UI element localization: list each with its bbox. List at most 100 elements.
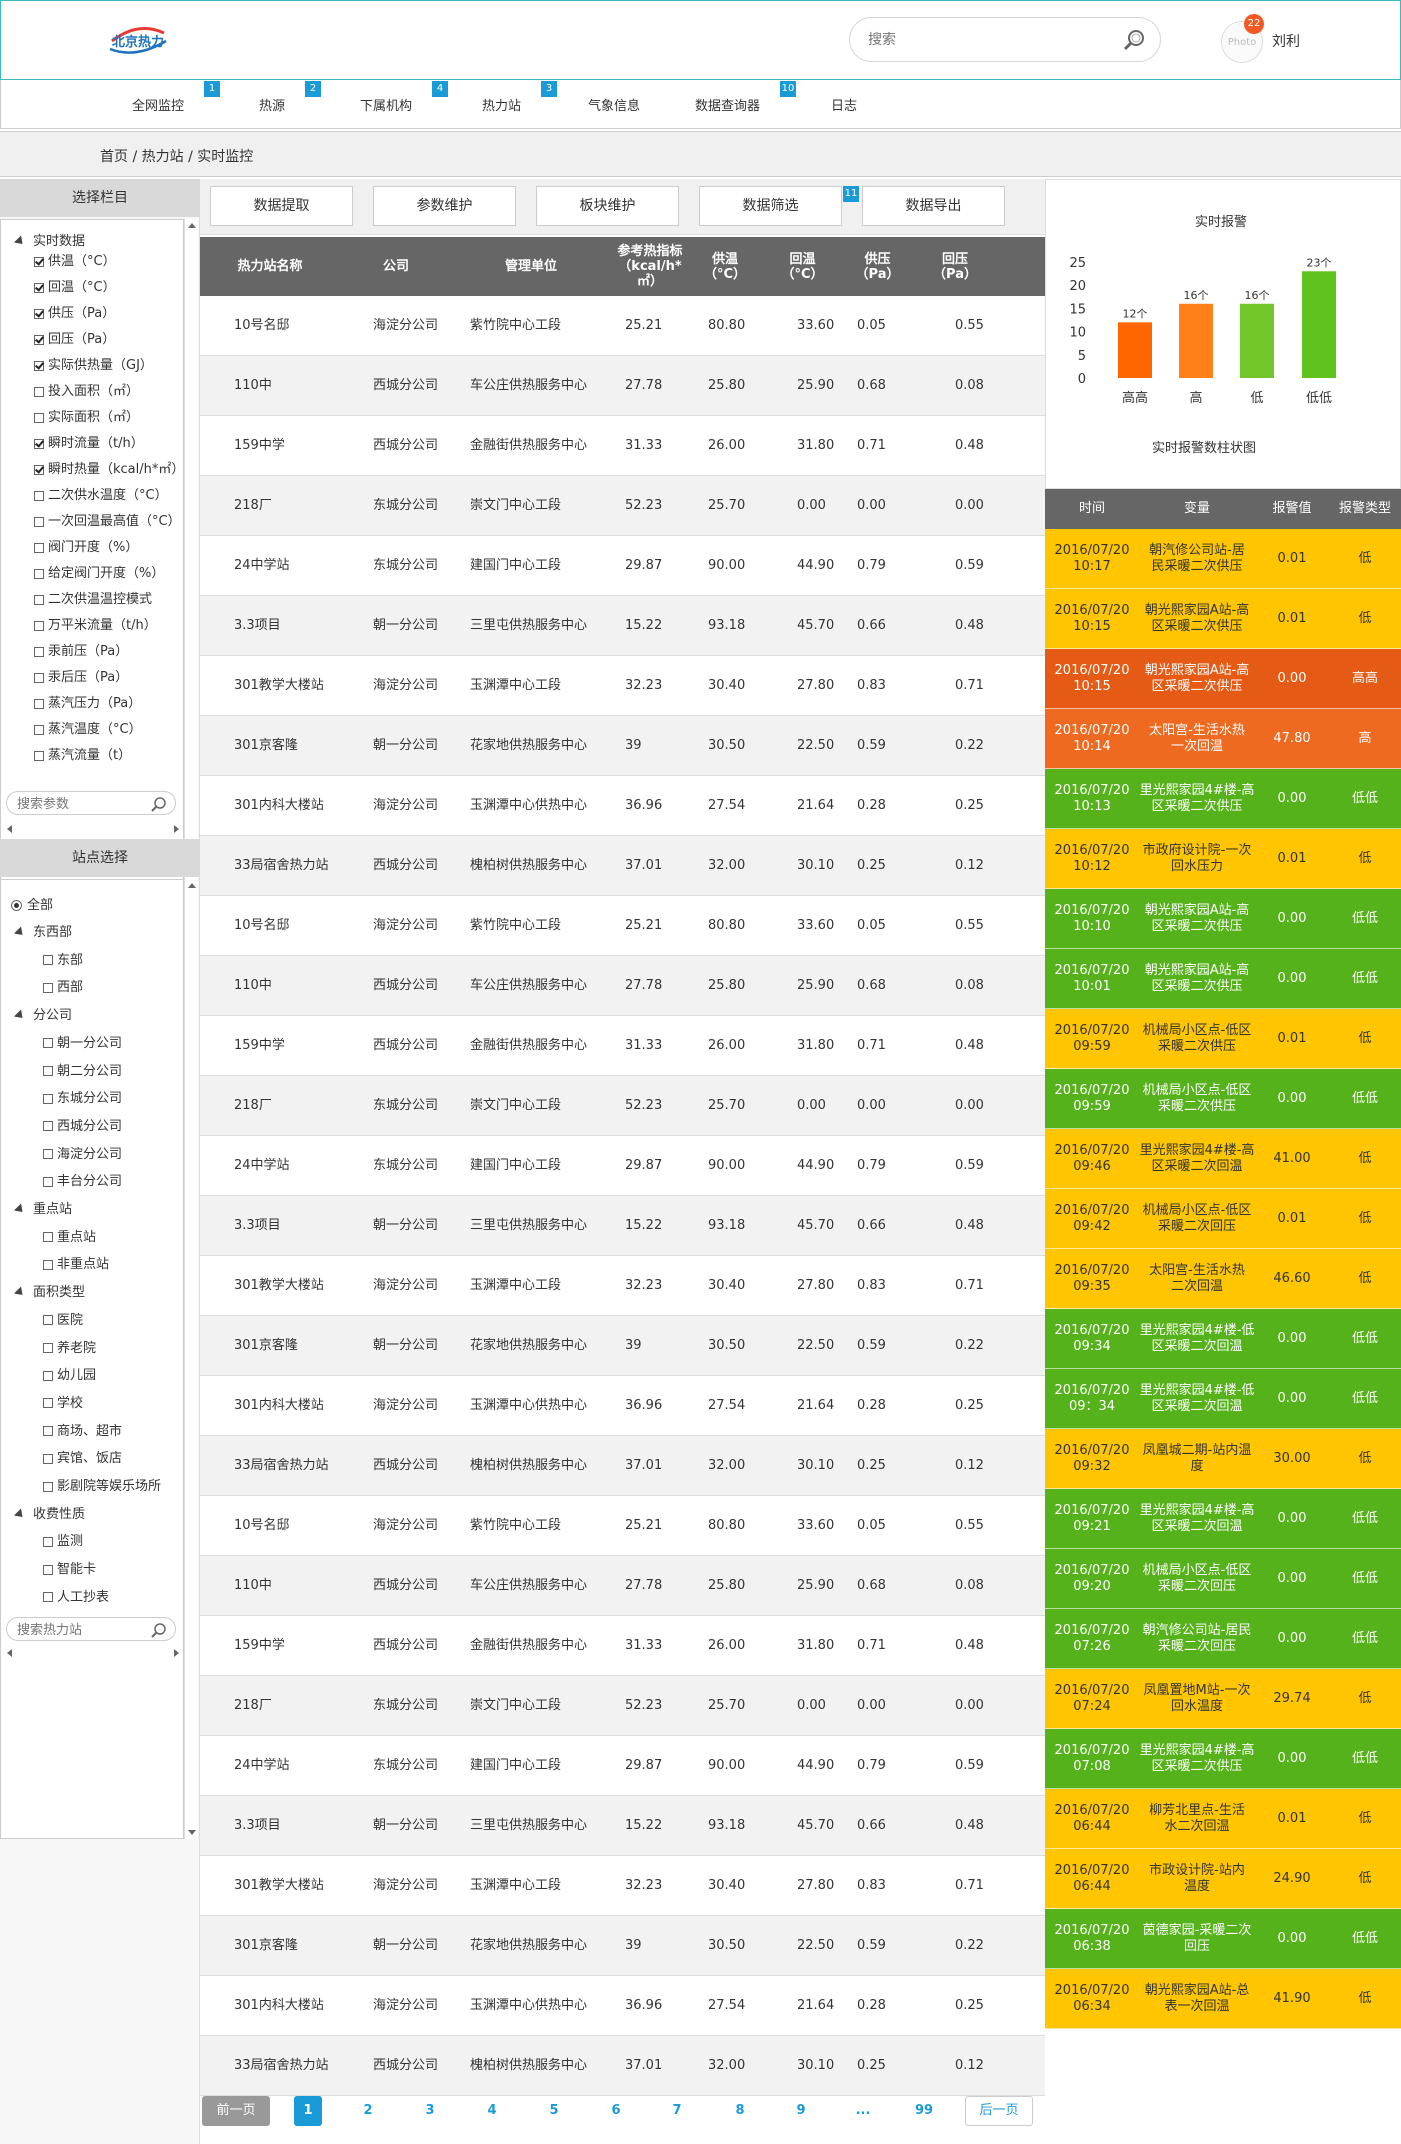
toolbar-button-0[interactable]: 数据提取 — [210, 186, 353, 226]
station-search[interactable] — [6, 1617, 176, 1641]
checkbox-icon[interactable] — [43, 982, 53, 993]
page-link[interactable]: 8 — [735, 2103, 745, 2118]
nav-item-5[interactable]: 数据查询器 — [695, 99, 761, 114]
checkbox-icon[interactable] — [43, 1093, 53, 1104]
table-row[interactable]: 218厂 东城分公司 崇文门中心工段 52.23 25.70 0.00 0.00 0.00 — [200, 1676, 1045, 1736]
column-search-input[interactable] — [17, 795, 147, 813]
table-row[interactable]: 10号名邸 海淀分公司 紫竹院中心工段 25.21 80.80 33.60 0.05 0.55 — [200, 296, 1045, 356]
alarm-row[interactable]: 2016/07/20 10:10 朝光熙家园A站-高 区采暖二次供压 0.00 低低 — [1045, 889, 1401, 949]
column-item[interactable]: 万平米流量（t/h） — [34, 616, 157, 636]
station-item[interactable]: 东部 — [43, 951, 83, 971]
bar[interactable] — [1118, 322, 1152, 378]
checkbox-icon[interactable] — [43, 1370, 53, 1381]
nav-item-1[interactable]: 热源 — [259, 99, 286, 114]
table-row[interactable]: 159中学 西城分公司 金融街供热服务中心 31.33 26.00 31.80 0.71 0.… — [200, 1616, 1045, 1676]
page-link[interactable]: 99 — [914, 2103, 934, 2118]
alarm-row[interactable]: 2016/07/20 09:20 机械局小区点-低区 采暖二次回压 0.00 低低 — [1045, 1549, 1401, 1609]
caret-down-icon[interactable] — [13, 1203, 27, 1216]
table-row[interactable]: 218厂 东城分公司 崇文门中心工段 52.23 25.70 0.00 0.00 0.00 — [200, 1076, 1045, 1136]
checkbox-icon[interactable] — [34, 698, 44, 709]
checkbox-icon[interactable] — [34, 594, 44, 605]
station-search-input[interactable] — [17, 1621, 147, 1639]
checkbox-icon[interactable] — [43, 1149, 53, 1160]
alarm-row[interactable]: 2016/07/20 10:13 里光熙家园4#楼-高 区采暖二次供压 0.00 低低 — [1045, 769, 1401, 829]
table-row[interactable]: 24中学站 东城分公司 建国门中心工段 29.87 90.00 44.90 0.79 0.59 — [200, 536, 1045, 596]
table-header-cell[interactable]: 公司 — [382, 259, 409, 274]
search-icon[interactable] — [151, 1622, 167, 1638]
checkbox-icon[interactable] — [34, 750, 44, 761]
alarm-row[interactable]: 2016/07/20 09:34 里光熙家园4#楼-低 区采暖二次回温 0.00 低低 — [1045, 1309, 1401, 1369]
station-item[interactable]: 东城分公司 — [43, 1089, 122, 1109]
alarm-row[interactable]: 2016/07/20 10:15 朝光熙家园A站-高 区采暖二次供压 0.00 高高 — [1045, 649, 1401, 709]
search-icon[interactable] — [1122, 28, 1146, 52]
alarm-row[interactable]: 2016/07/20 09:59 机械局小区点-低区 采暖二次供压 0.01 低 — [1045, 1009, 1401, 1069]
checkbox-icon[interactable] — [43, 1176, 53, 1187]
nav-item-0[interactable]: 全网监控 — [132, 99, 185, 114]
bar[interactable] — [1302, 271, 1336, 378]
station-item[interactable]: 养老院 — [43, 1339, 96, 1359]
checkbox-icon[interactable] — [34, 646, 44, 657]
search-icon[interactable] — [151, 796, 167, 812]
checkbox-icon[interactable] — [43, 955, 53, 966]
station-item[interactable]: 非重点站 — [43, 1255, 109, 1275]
station-group[interactable]: 分公司 — [13, 1006, 72, 1026]
table-row[interactable]: 33局宿舍热力站 西城分公司 槐柏树供热服务中心 37.01 32.00 30.10 0.2… — [200, 1436, 1045, 1496]
station-hscrollbar[interactable] — [6, 1647, 180, 1659]
table-row[interactable]: 301京客隆 朝一分公司 花家地供热服务中心 39 30.50 22.50 0.59 0.22 — [200, 1916, 1045, 1976]
table-row[interactable]: 110中 西城分公司 车公庄供热服务中心 27.78 25.80 25.90 0.68 0.0… — [200, 1556, 1045, 1616]
column-item[interactable]: 回温（°C） — [34, 278, 116, 298]
checkbox-icon[interactable] — [43, 1398, 53, 1409]
scroll-up-icon[interactable] — [188, 223, 196, 228]
alarm-row[interactable]: 2016/07/20 09:46 里光熙家园4#楼-高 区采暖二次回温 41.00 低 — [1045, 1129, 1401, 1189]
column-item[interactable]: 回压（Pa） — [34, 330, 115, 350]
table-row[interactable]: 301教学大楼站 海淀分公司 玉渊潭中心工段 32.23 30.40 27.80 0.83 0… — [200, 656, 1045, 716]
station-item[interactable]: 西城分公司 — [43, 1117, 122, 1137]
checkbox-icon[interactable] — [43, 1038, 53, 1049]
column-item[interactable]: 二次供水温度（°C） — [34, 486, 168, 506]
table-row[interactable]: 110中 西城分公司 车公庄供热服务中心 27.78 25.80 25.90 0.68 0.0… — [200, 956, 1045, 1016]
checkbox-icon[interactable] — [43, 1564, 53, 1575]
column-item[interactable]: 汞前压（Pa） — [34, 642, 128, 662]
page-link[interactable]: 4 — [487, 2103, 497, 2118]
station-item[interactable]: 宾馆、饭店 — [43, 1449, 122, 1469]
table-row[interactable]: 3.3项目 朝一分公司 三里屯供热服务中心 15.22 93.18 45.70 0.66 0.… — [200, 1196, 1045, 1256]
alarm-row[interactable]: 2016/07/20 09:32 凤凰城二期-站内温 度 30.00 低 — [1045, 1429, 1401, 1489]
caret-down-icon[interactable] — [13, 1508, 27, 1521]
alarm-row[interactable]: 2016/07/20 06:44 市政设计院-站内 温度 24.90 低 — [1045, 1849, 1401, 1909]
station-item[interactable]: 人工抄表 — [43, 1588, 109, 1608]
column-item[interactable]: 供温（°C） — [34, 252, 116, 272]
column-item[interactable]: 汞后压（Pa） — [34, 668, 128, 688]
table-row[interactable]: 301内科大楼站 海淀分公司 玉渊潭中心供热中心 36.96 27.54 21.64 0.2… — [200, 776, 1045, 836]
alarm-header-cell[interactable]: 报警值 — [1272, 501, 1312, 516]
page-link[interactable]: 3 — [425, 2103, 435, 2118]
alarm-row[interactable]: 2016/07/20 06:38 茵德家园-采暖二次 回压 0.00 低低 — [1045, 1909, 1401, 1969]
station-group[interactable]: 重点站 — [13, 1200, 72, 1220]
checkbox-icon[interactable] — [34, 724, 44, 735]
checkbox-icon[interactable] — [43, 1121, 53, 1132]
table-row[interactable]: 301内科大楼站 海淀分公司 玉渊潭中心供热中心 36.96 27.54 21.64 0.2… — [200, 1976, 1045, 2036]
column-group[interactable]: 实时数据 — [13, 232, 85, 252]
table-header-cell[interactable]: 热力站名称 — [237, 259, 303, 274]
page-link[interactable]: 1 — [294, 2096, 322, 2126]
station-item[interactable]: 朝二分公司 — [43, 1062, 122, 1082]
search-input[interactable] — [868, 28, 1108, 52]
caret-down-icon[interactable] — [13, 926, 27, 939]
checkbox-icon[interactable] — [34, 438, 44, 449]
checkbox-icon[interactable] — [34, 672, 44, 683]
table-row[interactable]: 3.3项目 朝一分公司 三里屯供热服务中心 15.22 93.18 45.70 0.66 0.… — [200, 596, 1045, 656]
station-item[interactable]: 幼儿园 — [43, 1366, 96, 1386]
notification-badge[interactable]: 22 — [1244, 14, 1264, 34]
alarm-row[interactable]: 2016/07/20 10:17 朝汽修公司站-居 民采暖二次供压 0.01 低 — [1045, 529, 1401, 589]
prev-page-button[interactable]: 前一页 — [202, 2096, 270, 2126]
column-item[interactable]: 瞬时热量（kcal/h*㎡） — [34, 460, 183, 480]
alarm-row[interactable]: 2016/07/20 07:26 朝汽修公司站-居民 采暖二次回压 0.00 低低 — [1045, 1609, 1401, 1669]
checkbox-icon[interactable] — [34, 620, 44, 631]
table-header-cell[interactable]: 管理单位 — [504, 259, 557, 274]
station-item[interactable]: 商场、超市 — [43, 1422, 122, 1442]
alarm-row[interactable]: 2016/07/20 07:08 里光熙家园4#楼-高 区采暖二次供压 0.00 低低 — [1045, 1729, 1401, 1789]
caret-down-icon[interactable] — [13, 1286, 27, 1299]
checkbox-icon[interactable] — [34, 308, 44, 319]
toolbar-button-1[interactable]: 参数维护 — [373, 186, 516, 226]
checkbox-icon[interactable] — [43, 1592, 53, 1603]
alarm-row[interactable]: 2016/07/20 10:01 朝光熙家园A站-高 区采暖二次供压 0.00 低低 — [1045, 949, 1401, 1009]
